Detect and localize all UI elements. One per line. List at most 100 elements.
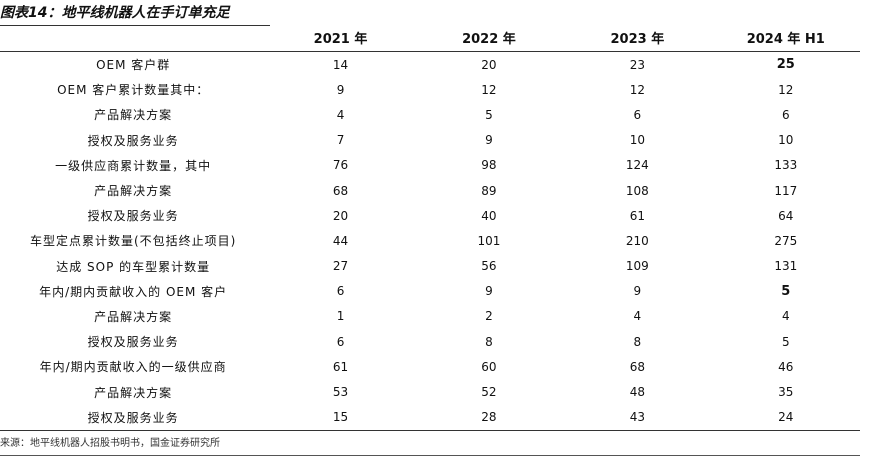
cell-value: 4 <box>633 309 642 324</box>
corner <box>0 24 267 52</box>
cell-value: 117 <box>774 183 798 198</box>
cell-value: 12 <box>481 82 497 97</box>
cell-value: 60 <box>481 359 497 374</box>
figure-title: 图表14：地平线机器人在手订单充足 <box>0 2 270 26</box>
column-header: 2024 年 H1 <box>711 24 860 52</box>
row-label: 产品解决方案 <box>94 108 173 123</box>
row-label: 达成 SOP 的车型累计数量 <box>56 259 211 274</box>
row-label: 产品解决方案 <box>94 385 173 400</box>
row-label: 授权及服务业务 <box>87 209 179 224</box>
cell-value: 9 <box>485 284 493 299</box>
cell-value: 108 <box>625 183 649 198</box>
row-label: 车型定点累计数量(不包括终止项目) <box>29 234 237 249</box>
row-label: 产品解决方案 <box>94 309 173 324</box>
cell-value: 6 <box>633 107 642 122</box>
cell-value: 133 <box>774 158 798 173</box>
table-row: OEM 客户累计数量其中： 9 12 12 12 <box>0 77 860 102</box>
cell-value: 64 <box>778 208 794 223</box>
cell-value: 4 <box>336 107 345 122</box>
cell-value: 5 <box>781 334 790 349</box>
table-row: 车型定点累计数量(不包括终止项目) 44 101 210 275 <box>0 228 860 253</box>
row-label: OEM 客户群 <box>96 58 171 73</box>
table-row: 授权及服务业务 15 28 43 24 <box>0 404 860 431</box>
row-label: 年内/期内贡献收入的 OEM 客户 <box>39 284 228 299</box>
row-label: 授权及服务业务 <box>87 335 179 350</box>
table-row: 达成 SOP 的车型累计数量 27 56 109 131 <box>0 254 860 279</box>
table-row: 产品解决方案 53 52 48 35 <box>0 379 860 404</box>
table-row: 产品解决方案 4 5 6 6 <box>0 102 860 127</box>
cell-value: 6 <box>336 334 345 349</box>
column-header: 2023 年 <box>563 24 712 52</box>
cell-value: 5 <box>781 283 791 299</box>
cell-value: 8 <box>633 334 642 349</box>
row-label: 年内/期内贡献收入的一级供应商 <box>39 360 227 375</box>
cell-value: 9 <box>485 133 493 148</box>
cell-value: 15 <box>266 404 415 431</box>
cell-value: 52 <box>481 385 497 400</box>
cell-value: 24 <box>711 404 860 431</box>
table-row: 产品解决方案 68 89 108 117 <box>0 178 860 203</box>
cell-value: 8 <box>485 334 493 349</box>
source-note: 来源：地平线机器人招股书明书，国金证券研究所 <box>0 434 860 456</box>
cell-value: 5 <box>485 107 493 122</box>
cell-value: 2 <box>485 309 493 324</box>
cell-value: 6 <box>781 107 790 122</box>
cell-value: 7 <box>336 133 345 148</box>
cell-value: 124 <box>625 158 649 173</box>
table-row: OEM 客户群 14 20 23 25 <box>0 52 860 78</box>
cell-value: 1 <box>336 309 345 324</box>
cell-value: 28 <box>414 404 564 431</box>
cell-value: 44 <box>332 233 349 248</box>
cell-value: 275 <box>774 233 798 248</box>
cell-value: 109 <box>625 259 649 274</box>
cell-value: 4 <box>781 309 790 324</box>
cell-value: 68 <box>332 183 349 198</box>
cell-value: 10 <box>629 133 645 148</box>
cell-value: 48 <box>629 385 645 400</box>
cell-value: 23 <box>629 57 645 72</box>
table-row: 产品解决方案 1 2 4 4 <box>0 304 860 329</box>
data-table: 2021 年 2022 年 2023 年 2024 年 H1 OEM 客户群 14 20 2… <box>0 24 860 431</box>
cell-value: 131 <box>774 259 798 274</box>
cell-value: 46 <box>778 359 794 374</box>
cell-value: 35 <box>778 385 794 400</box>
cell-value: 53 <box>332 385 349 400</box>
row-label: 产品解决方案 <box>94 184 173 199</box>
cell-value: 101 <box>477 233 501 248</box>
cell-value: 12 <box>629 82 645 97</box>
header-row: 2021 年 2022 年 2023 年 2024 年 H1 <box>0 24 860 52</box>
table-row: 授权及服务业务 20 40 61 64 <box>0 203 860 228</box>
cell-value: 40 <box>481 208 497 223</box>
column-header: 2022 年 <box>414 24 564 52</box>
row-label: 一级供应商累计数量，其中 <box>55 158 212 173</box>
cell-value: 25 <box>776 57 795 73</box>
cell-value: 9 <box>336 82 345 97</box>
row-label: 授权及服务业务 <box>0 404 267 431</box>
cell-value: 68 <box>629 359 645 374</box>
cell-value: 98 <box>481 158 497 173</box>
table-row: 年内/期内贡献收入的一级供应商 61 60 68 46 <box>0 354 860 379</box>
cell-value: 9 <box>633 284 642 299</box>
cell-value: 43 <box>563 404 712 431</box>
table-row: 年内/期内贡献收入的 OEM 客户 6 9 9 5 <box>0 279 860 304</box>
table-row: 授权及服务业务 6 8 8 5 <box>0 329 860 354</box>
column-header: 2021 年 <box>266 24 415 52</box>
cell-value: 76 <box>332 158 349 173</box>
table-row: 一级供应商累计数量，其中 76 98 124 133 <box>0 153 860 178</box>
table-body: OEM 客户群 14 20 23 25 OEM 客户累计数量其中： 9 12 12 12 产品解决方… <box>0 52 860 431</box>
cell-value: 89 <box>481 183 497 198</box>
row-label: OEM 客户累计数量其中： <box>57 83 210 98</box>
cell-value: 10 <box>778 133 794 148</box>
cell-value: 14 <box>332 57 349 72</box>
cell-value: 20 <box>332 208 349 223</box>
cell-value: 61 <box>629 208 645 223</box>
cell-value: 20 <box>481 57 497 72</box>
cell-value: 61 <box>332 359 349 374</box>
row-label: 授权及服务业务 <box>87 133 179 148</box>
cell-value: 12 <box>778 82 794 97</box>
cell-value: 6 <box>336 284 345 299</box>
table-row: 授权及服务业务 7 9 10 10 <box>0 128 860 153</box>
cell-value: 27 <box>332 259 349 274</box>
cell-value: 210 <box>625 233 649 248</box>
